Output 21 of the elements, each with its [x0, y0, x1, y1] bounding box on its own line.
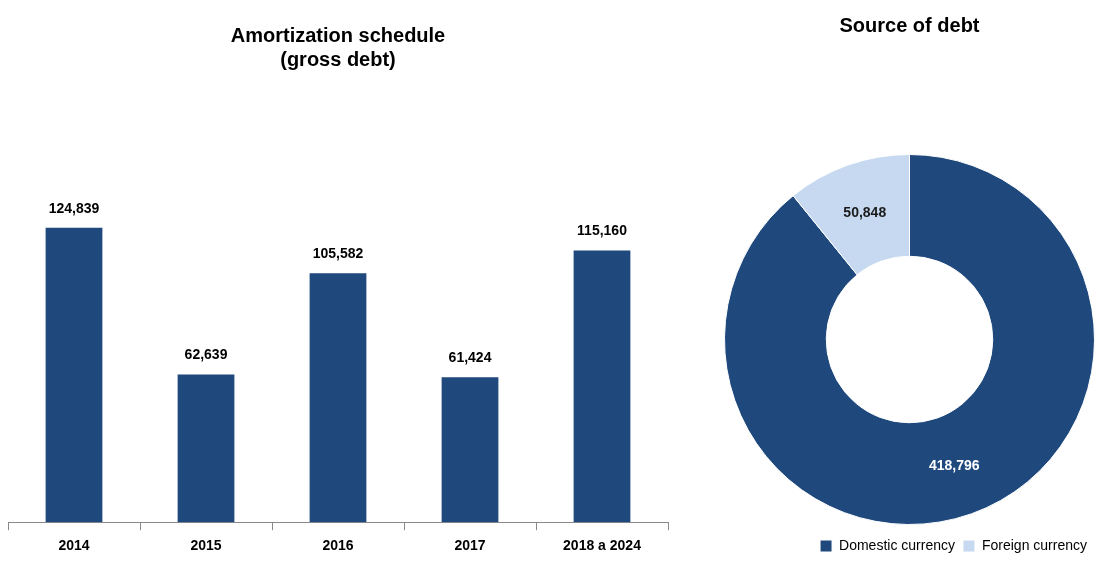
- data-label: 115,160: [577, 222, 628, 239]
- x-tick-label: 2015: [190, 537, 222, 554]
- data-label: 62,639: [184, 346, 228, 363]
- bar: [441, 377, 499, 523]
- chart-title: Amortization schedule (gross debt): [230, 23, 446, 70]
- bar: [45, 227, 103, 523]
- x-tick-label: 2014: [58, 537, 90, 554]
- x-tick-label: 2018 a 2024: [563, 537, 642, 554]
- bar: [177, 374, 235, 523]
- x-tick-label: 2016: [322, 537, 354, 554]
- x-tick-label: 2017: [454, 537, 486, 554]
- data-label: 418,796: [928, 456, 980, 473]
- legend-label: Domestic currency: [839, 536, 955, 553]
- data-label: 50,848: [843, 203, 887, 220]
- data-label: 61,424: [448, 349, 492, 366]
- bar: [309, 273, 367, 523]
- bar: [573, 250, 631, 523]
- legend-label: Foreign currency: [981, 536, 1088, 553]
- data-label: 124,839: [48, 199, 100, 216]
- data-label: 105,582: [312, 245, 364, 262]
- chart-title: Source of debt: [839, 13, 980, 36]
